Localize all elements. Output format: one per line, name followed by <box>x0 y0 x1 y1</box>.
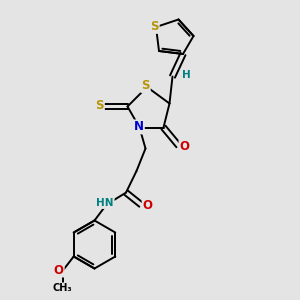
Text: S: S <box>141 79 150 92</box>
Text: O: O <box>179 140 190 154</box>
Text: HN: HN <box>96 198 114 208</box>
Text: O: O <box>54 263 64 277</box>
Text: CH₃: CH₃ <box>53 283 72 293</box>
Text: N: N <box>134 120 144 134</box>
Text: O: O <box>142 199 153 212</box>
Text: S: S <box>150 20 159 33</box>
Text: S: S <box>95 99 104 112</box>
Text: H: H <box>182 70 190 80</box>
